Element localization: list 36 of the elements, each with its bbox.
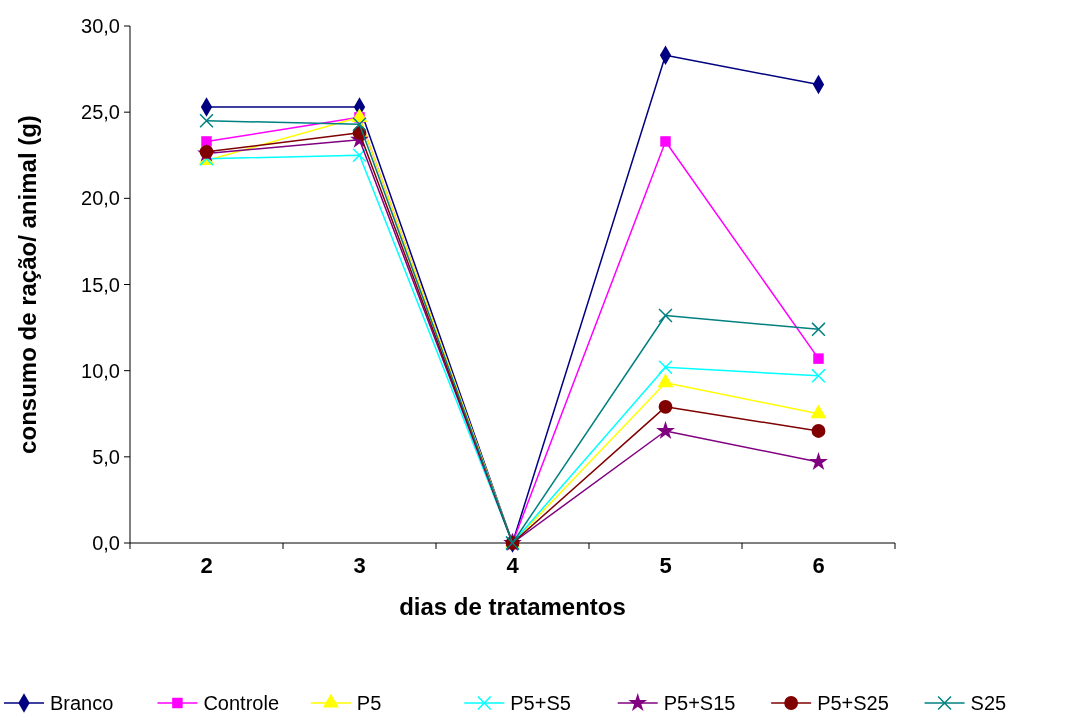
point — [352, 148, 367, 163]
point — [809, 452, 828, 471]
legend-label: Branco — [50, 692, 114, 714]
legend-label: P5 — [356, 692, 382, 714]
legend-label: S25 — [970, 692, 1007, 714]
point — [660, 136, 671, 147]
y-tick-label: 0,0 — [92, 532, 120, 554]
point — [813, 353, 824, 364]
point — [657, 373, 674, 388]
x-tick-label: 6 — [812, 553, 825, 578]
legend-label: P5+S5 — [510, 692, 571, 714]
y-axis-title: consumo de ração/ animal (g) — [14, 115, 41, 454]
y-tick-label: 5,0 — [92, 445, 120, 468]
legend-label: P5+S25 — [817, 692, 889, 714]
point — [811, 322, 826, 337]
y-tick-label: 25,0 — [81, 101, 120, 124]
point — [352, 117, 367, 132]
point — [199, 113, 214, 128]
x-tick-label: 4 — [506, 553, 520, 578]
point — [658, 360, 673, 375]
x-tick-label: 3 — [353, 553, 366, 578]
point — [658, 308, 673, 323]
y-tick-label: 30,0 — [81, 15, 120, 37]
point — [658, 399, 673, 414]
legend-label: Controle — [203, 692, 280, 714]
point — [811, 424, 826, 438]
x-axis-title: dias de tratamentos — [399, 593, 626, 620]
point — [656, 421, 675, 439]
y-tick-label: 15,0 — [81, 273, 120, 296]
y-tick-label: 10,0 — [81, 359, 120, 382]
point — [811, 368, 826, 384]
x-tick-label: 2 — [200, 553, 213, 578]
y-tick-label: 20,0 — [81, 187, 120, 210]
x-tick-label: 5 — [659, 553, 672, 578]
point — [810, 404, 827, 419]
legend-label: P5+S15 — [663, 692, 736, 714]
